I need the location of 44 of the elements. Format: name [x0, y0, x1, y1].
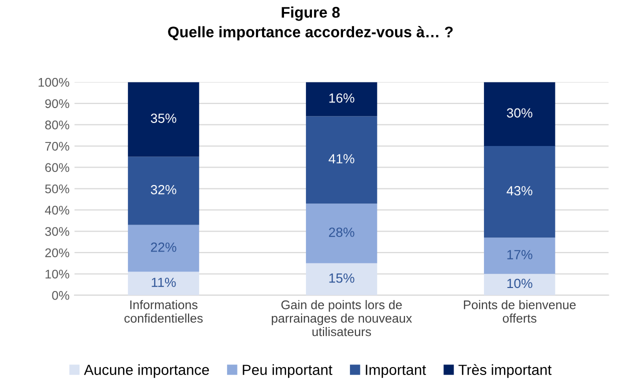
- y-tick-label: 60%: [45, 163, 70, 172]
- legend-label: Aucune importance: [84, 364, 209, 378]
- legend-label: Important: [366, 364, 426, 378]
- bar: [484, 146, 556, 238]
- y-tick-label: 70%: [45, 142, 70, 151]
- y-tick-label: 20%: [45, 248, 70, 258]
- legend-label: Peu important: [242, 364, 332, 378]
- x-tick-label: Informations confidentielles: [124, 300, 203, 323]
- bar: [306, 263, 378, 296]
- data-label: 15%: [329, 273, 354, 283]
- bar: [128, 82, 200, 157]
- data-label: 41%: [328, 154, 354, 164]
- data-label: 30%: [506, 108, 532, 118]
- data-label: 16%: [329, 93, 354, 103]
- legend-label: Très important: [458, 364, 552, 378]
- x-tick-label: Gain de points lors de parrainages de nouveaux utilisateurs: [272, 300, 412, 336]
- data-label: 10%: [507, 278, 532, 288]
- data-label: 28%: [329, 228, 354, 237]
- y-tick-label: 10%: [46, 270, 70, 279]
- bar: [484, 82, 556, 146]
- y-tick-label: 90%: [45, 99, 70, 108]
- bar: [128, 156, 200, 225]
- data-label: 35%: [150, 114, 176, 123]
- data-label: 43%: [506, 186, 532, 196]
- bar: [128, 224, 200, 272]
- y-tick-label: 100%: [38, 78, 70, 87]
- bar: [484, 238, 556, 274]
- bar: [484, 274, 556, 296]
- y-tick-label: 0%: [52, 291, 70, 300]
- data-label: 32%: [150, 184, 176, 194]
- chart-subtitle: Quelle importance accordez-vous à… ?: [168, 26, 453, 40]
- data-label: 22%: [150, 242, 176, 252]
- data-label: 11%: [152, 278, 176, 287]
- bar: [306, 116, 378, 204]
- bar: [306, 204, 378, 264]
- y-tick-label: 80%: [45, 120, 70, 130]
- y-tick-label: 30%: [45, 227, 70, 236]
- chart-title: Figure 8: [282, 6, 340, 21]
- y-tick-label: 50%: [45, 184, 70, 194]
- x-tick-label: Points de bienvenue offerts: [464, 300, 576, 323]
- bar: [128, 272, 200, 296]
- data-label: 17%: [507, 250, 532, 260]
- bar: [306, 82, 378, 116]
- y-tick-label: 40%: [44, 206, 70, 215]
